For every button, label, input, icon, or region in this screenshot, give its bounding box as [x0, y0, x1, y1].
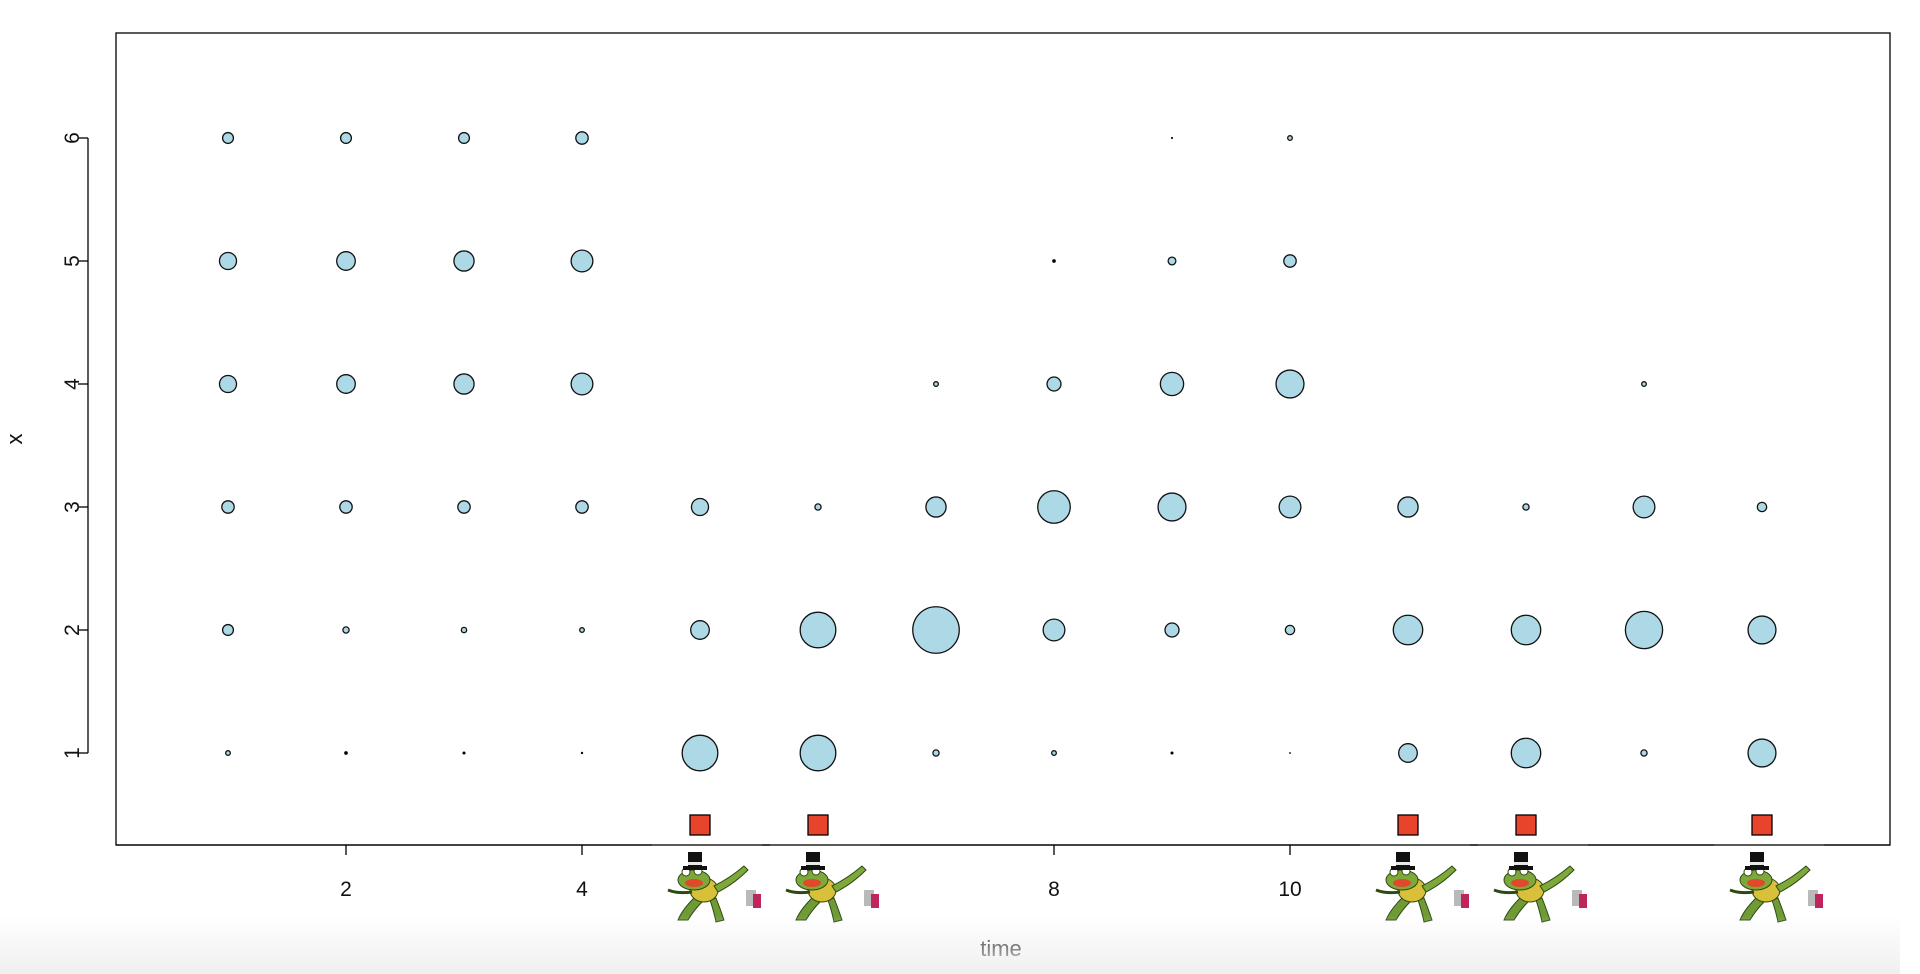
red-square-marker: [1397, 814, 1419, 836]
y-tick-label: 5: [61, 255, 84, 267]
data-point: [1289, 752, 1291, 754]
data-point: [799, 734, 837, 772]
frog-top-hat-icon: [652, 848, 762, 928]
data-point: [453, 250, 475, 272]
data-point: [579, 627, 585, 633]
data-point: [1283, 254, 1297, 268]
data-point: [570, 372, 594, 396]
data-point: [1042, 618, 1066, 642]
data-point: [221, 623, 235, 637]
data-point: [1510, 614, 1542, 646]
y-axis: 1 2 3 4 5 6: [61, 132, 89, 759]
data-point: [1052, 259, 1056, 263]
data-point: [339, 500, 353, 514]
data-point: [1157, 492, 1187, 522]
data-point: [1398, 743, 1418, 763]
data-point: [1522, 503, 1530, 511]
data-point: [457, 131, 471, 145]
data-point: [1632, 495, 1656, 519]
frog-icon-overlays: [652, 848, 1824, 928]
x-axis-title: time: [980, 936, 1022, 961]
data-point: [814, 503, 822, 511]
data-point: [339, 131, 353, 145]
data-point: [799, 611, 837, 649]
data-point: [1278, 495, 1302, 519]
data-point: [221, 500, 235, 514]
data-point: [453, 373, 475, 395]
frog-top-hat-icon: [1478, 848, 1588, 928]
data-point: [221, 131, 235, 145]
x-axis: 2 4 8 10: [116, 844, 1890, 901]
frog-top-hat-icon: [770, 848, 880, 928]
data-point: [1159, 371, 1185, 397]
red-square-marker: [689, 814, 711, 836]
data-point: [1164, 622, 1180, 638]
data-point: [681, 734, 719, 772]
data-point: [1167, 256, 1177, 266]
data-point: [336, 251, 356, 271]
y-tick-label: 6: [61, 132, 84, 144]
data-point: [933, 381, 939, 387]
red-square-marker: [807, 814, 829, 836]
data-point: [1046, 376, 1062, 392]
data-point: [1284, 624, 1296, 636]
x-tick-label: 2: [340, 878, 352, 901]
data-point: [1037, 490, 1071, 524]
y-tick-label: 3: [61, 501, 84, 513]
red-square-marker: [1751, 814, 1773, 836]
data-point: [1051, 750, 1057, 756]
data-point: [342, 626, 350, 634]
data-point: [690, 620, 710, 640]
x-tick-label: 8: [1048, 878, 1060, 901]
frog-top-hat-icon: [1360, 848, 1470, 928]
y-tick-label: 2: [61, 624, 84, 636]
data-point: [225, 750, 231, 756]
data-point: [344, 751, 348, 755]
plot-area: [115, 32, 1891, 846]
data-point: [925, 496, 947, 518]
data-point: [1392, 614, 1424, 646]
frog-top-hat-icon: [1714, 848, 1824, 928]
data-point: [912, 606, 960, 654]
data-point: [580, 751, 584, 755]
data-point: [1641, 381, 1647, 387]
data-point: [1510, 737, 1542, 769]
data-point: [690, 497, 710, 517]
data-point: [218, 374, 238, 394]
data-point: [1747, 738, 1777, 768]
data-point: [460, 626, 468, 634]
data-point: [575, 131, 589, 145]
red-square-markers: [689, 814, 1773, 836]
data-point: [1170, 751, 1174, 755]
y-tick-label: 4: [61, 378, 84, 390]
data-point: [1275, 369, 1305, 399]
data-point: [1747, 615, 1777, 645]
data-point: [1287, 135, 1293, 141]
y-tick-label: 1: [61, 747, 84, 759]
data-point: [932, 749, 940, 757]
x-tick-label: 10: [1278, 878, 1301, 901]
data-point: [336, 374, 356, 394]
data-point: [1397, 496, 1419, 518]
data-point: [1624, 610, 1664, 650]
data-point: [218, 251, 238, 271]
data-point: [462, 751, 466, 755]
data-point: [457, 500, 471, 514]
data-point: [1640, 749, 1648, 757]
data-point: [575, 500, 589, 514]
data-point: [1756, 501, 1768, 513]
data-point: [1170, 136, 1174, 140]
data-points: [218, 131, 1777, 772]
data-point: [570, 249, 594, 273]
x-tick-label: 4: [576, 878, 588, 901]
red-square-marker: [1515, 814, 1537, 836]
y-axis-title: x: [2, 434, 27, 445]
